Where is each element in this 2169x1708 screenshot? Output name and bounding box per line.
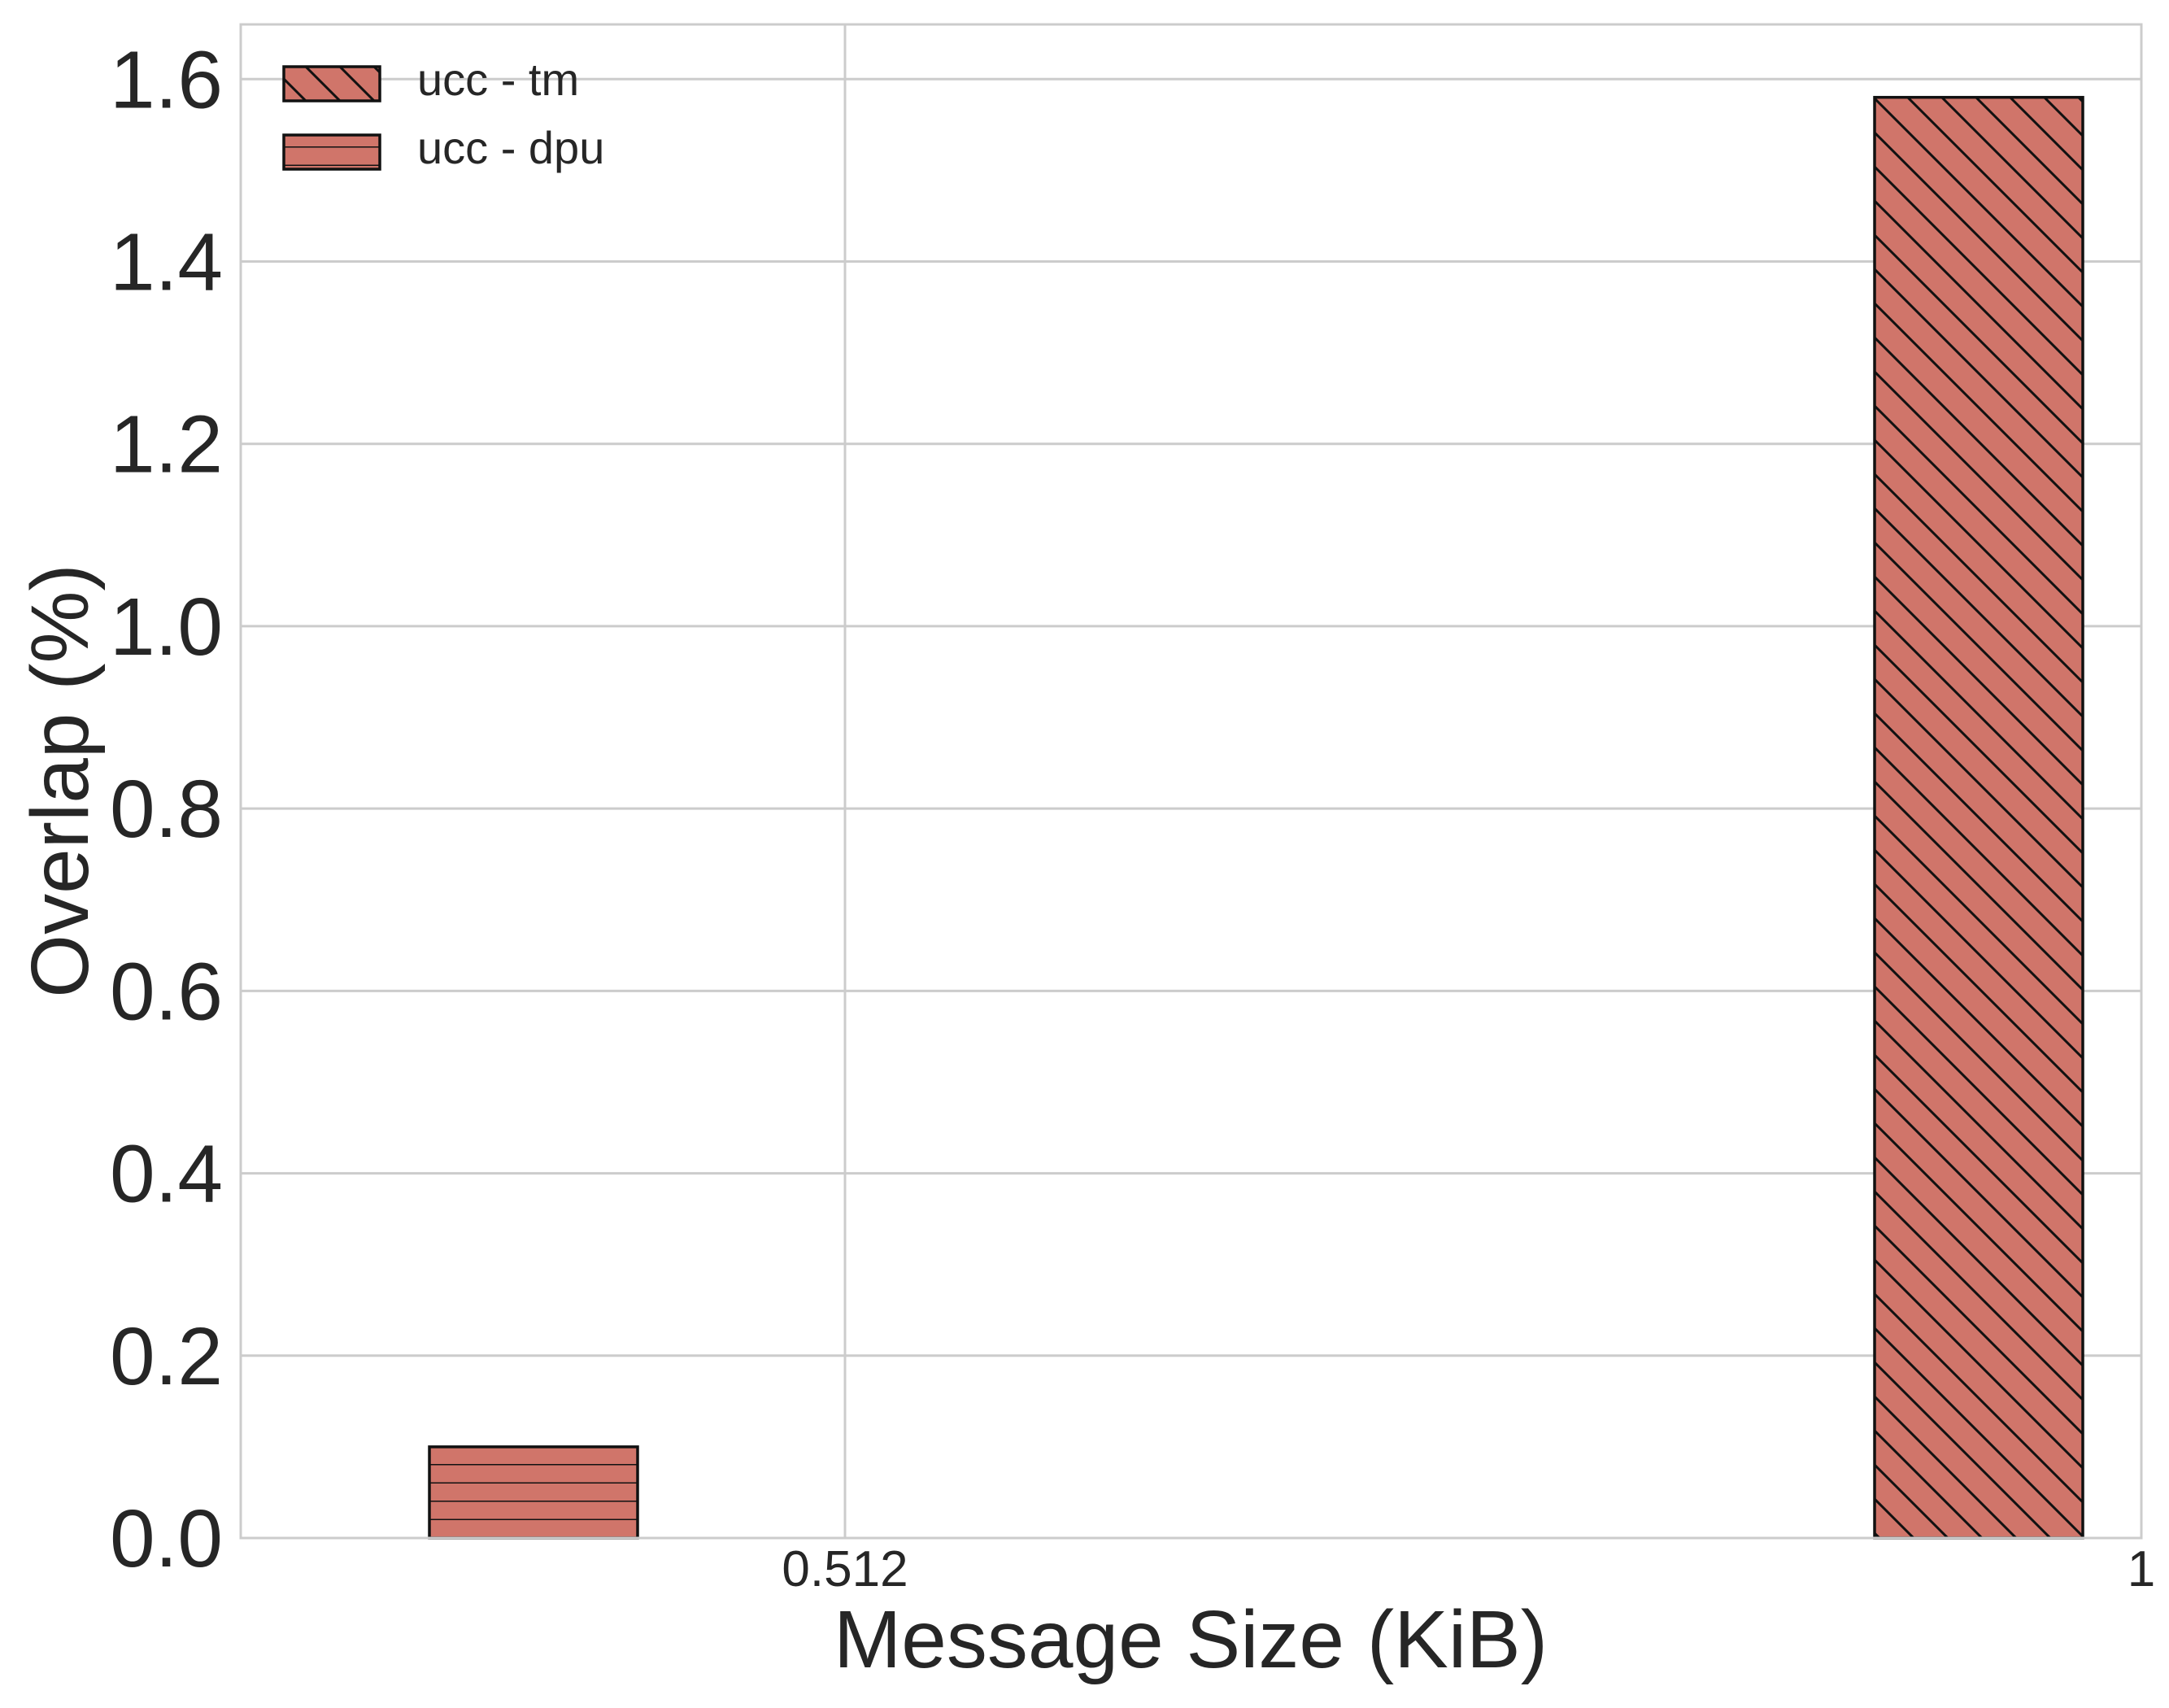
bar-ucc-tm-1 <box>1873 95 2084 1540</box>
legend-swatch <box>282 133 381 171</box>
x-tick-label: 1 <box>2128 1541 2155 1597</box>
y-tick-label: 0.4 <box>110 1129 223 1220</box>
y-tick-label: 1.0 <box>110 582 223 673</box>
y-tick-label: 0.6 <box>110 946 223 1037</box>
bars <box>428 95 2084 1540</box>
plot-frame <box>239 23 2143 1540</box>
legend-label: ucc - tm <box>417 54 579 105</box>
y-tick-label: 1.6 <box>110 34 223 125</box>
legend-swatch <box>282 65 381 102</box>
y-tick-label: 1.2 <box>110 399 223 490</box>
y-tick-label: 0.8 <box>110 764 223 855</box>
y-tick-label: 0.2 <box>110 1311 223 1402</box>
grid <box>241 24 2143 1540</box>
y-axis-label: Overlap (%) <box>15 564 106 997</box>
x-axis-label: Message Size (KiB) <box>834 1594 1548 1685</box>
y-tick-label: 0.0 <box>110 1493 223 1584</box>
bar-ucc-dpu-0 <box>428 1445 639 1540</box>
legend: ucc - tm ucc - dpu <box>282 54 604 173</box>
legend-label: ucc - dpu <box>417 122 604 173</box>
y-tick-label: 1.4 <box>110 216 223 307</box>
tick-labels: 0.0 0.2 0.4 0.6 0.8 1.0 1.2 1.4 1.6 0.512 1 <box>110 34 2155 1597</box>
x-tick-label: 0.512 <box>782 1541 908 1597</box>
